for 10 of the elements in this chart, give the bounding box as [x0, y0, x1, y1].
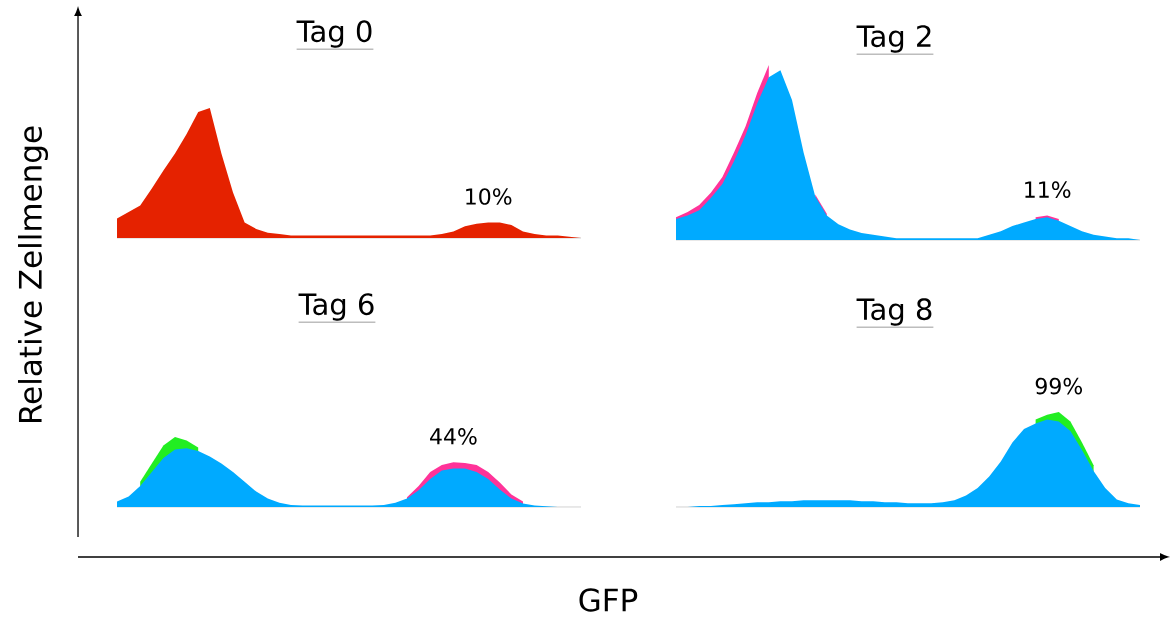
- chart-title: Tag 0: [296, 20, 372, 48]
- text: 99%: [1035, 377, 1083, 395]
- annotation: 10%: [466, 188, 512, 205]
- annotation: 11%: [1025, 181, 1071, 198]
- y-axis-title: Relative Zellmenge: [18, 126, 49, 422]
- chart-title: Tag 2: [856, 25, 931, 53]
- chart-title: Tag 8: [856, 298, 932, 326]
- x-axis-title: GFP: [579, 588, 638, 612]
- chart-title: Tag 6: [298, 293, 374, 321]
- annotation: 44%: [430, 428, 477, 445]
